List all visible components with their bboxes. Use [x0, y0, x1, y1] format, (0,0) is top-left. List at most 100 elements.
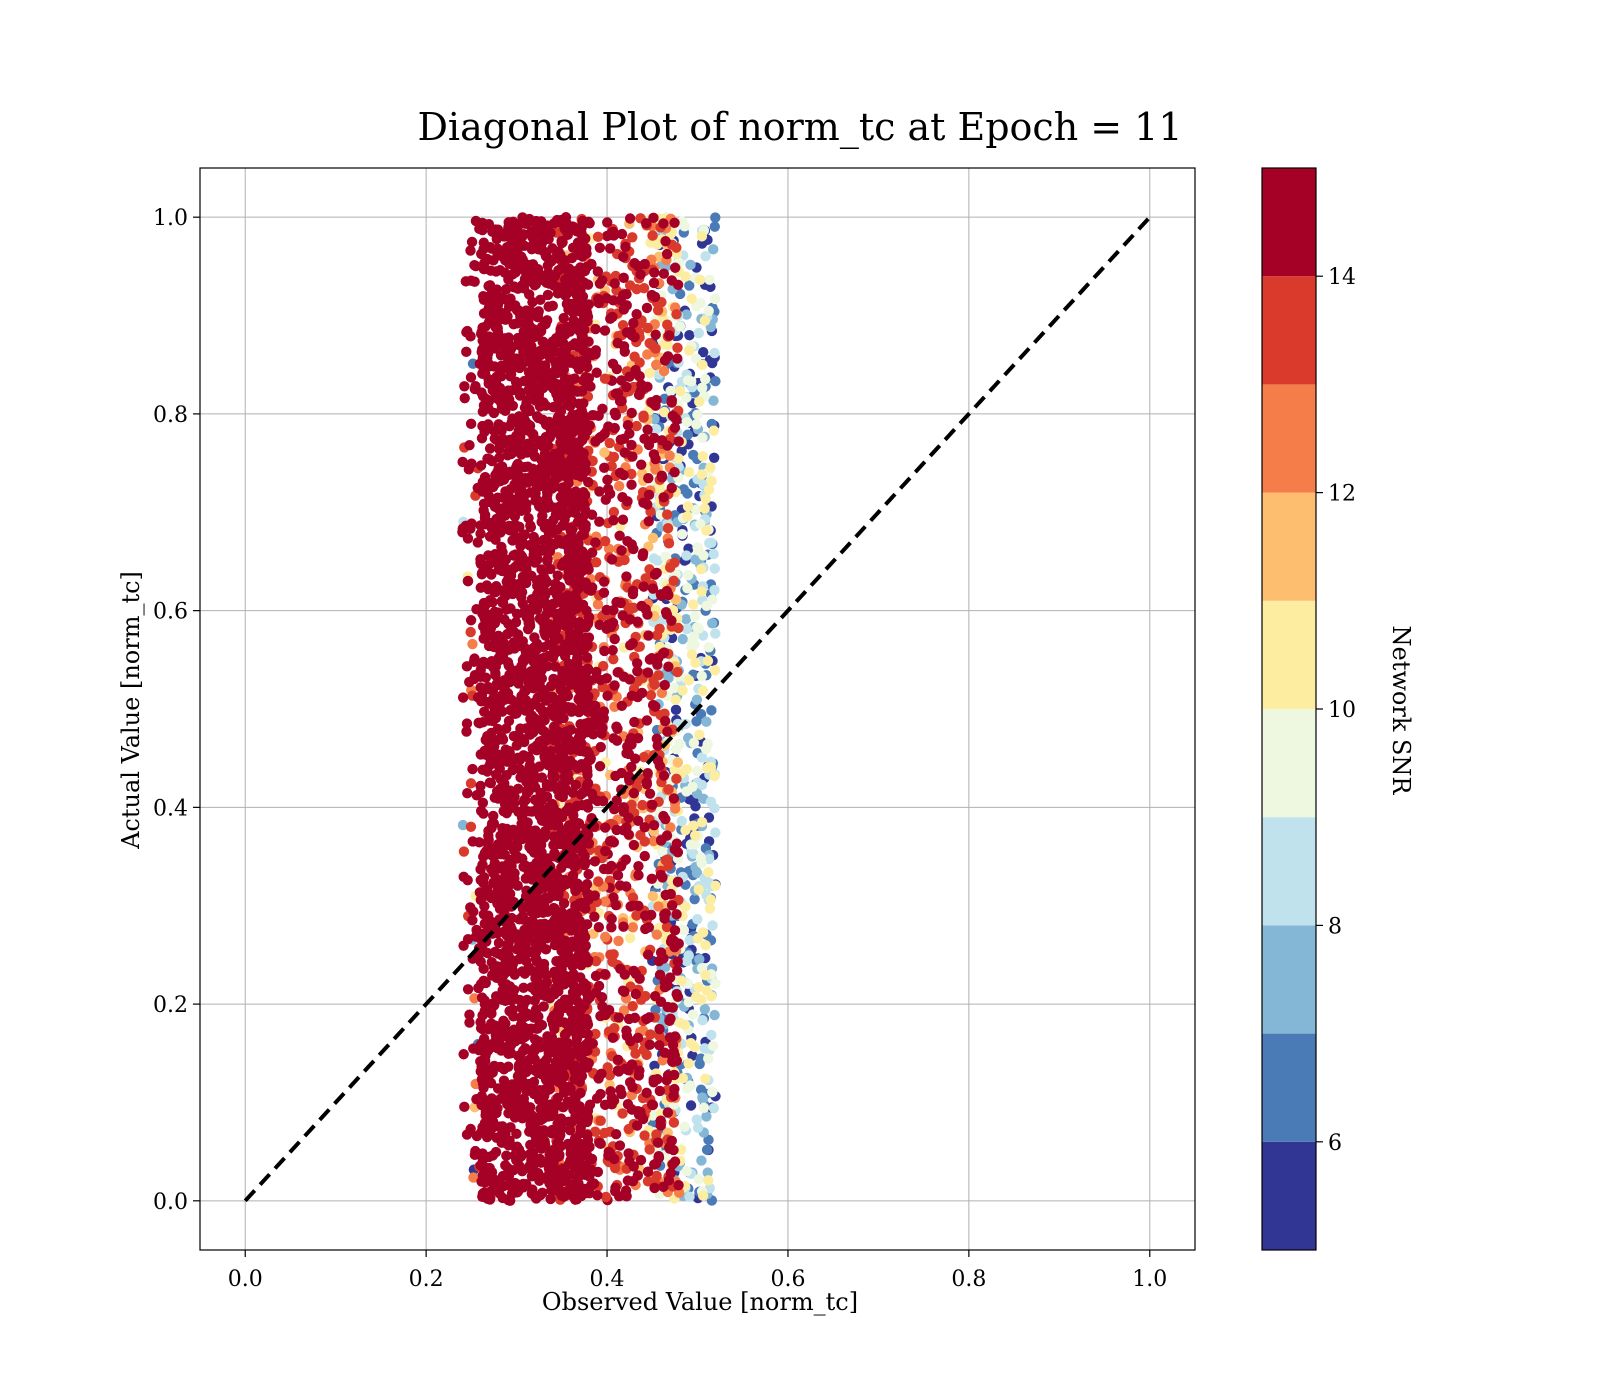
scatter-point [617, 1108, 628, 1119]
scatter-point [589, 1046, 601, 1057]
scatter-point [608, 506, 620, 518]
scatter-point [599, 645, 610, 657]
scatter-point [592, 1190, 603, 1201]
scatter-point [530, 477, 541, 488]
scatter-point [675, 1144, 687, 1155]
scatter-point [535, 788, 546, 800]
scatter-point [599, 447, 610, 458]
scatter-point [607, 956, 618, 968]
scatter-point [699, 315, 711, 327]
scatter-point [471, 1093, 482, 1105]
scatter-point [568, 424, 579, 436]
scatter-point [631, 910, 642, 921]
scatter-point [575, 1122, 586, 1133]
scatter-point [484, 443, 496, 454]
scatter-point [657, 846, 668, 858]
scatter-point [461, 346, 472, 358]
scatter-point [672, 342, 683, 354]
scatter-point [672, 956, 683, 967]
scatter-point [658, 268, 670, 279]
scatter-point [642, 322, 653, 334]
scatter-point [648, 1074, 660, 1086]
scatter-point [487, 715, 498, 727]
scatter-point [493, 419, 504, 430]
scatter-point [642, 424, 653, 435]
scatter-point [488, 1179, 500, 1191]
scatter-point [672, 876, 684, 888]
scatter-point [670, 594, 682, 606]
scatter-point [585, 754, 596, 765]
scatter-point [705, 462, 716, 473]
scatter-point [513, 783, 524, 794]
scatter-point [684, 345, 695, 356]
scatter-point [693, 327, 705, 339]
scatter-point [612, 1054, 624, 1066]
scatter-point [676, 815, 688, 827]
scatter-point [627, 1001, 638, 1012]
scatter-point [526, 806, 537, 817]
scatter-point [669, 217, 680, 229]
scatter-point [618, 806, 629, 818]
scatter-point [495, 774, 506, 785]
scatter-point [696, 752, 708, 763]
scatter-point [659, 1047, 670, 1058]
scatter-point [622, 741, 633, 752]
scatter-point [670, 743, 682, 755]
scatter-point [669, 682, 680, 694]
scatter-point [584, 1099, 596, 1110]
scatter-point [563, 263, 575, 274]
scatter-point [601, 604, 612, 616]
scatter-point [640, 218, 652, 229]
scatter-point [590, 955, 602, 967]
scatter-point [535, 294, 546, 306]
scatter-point [701, 1144, 713, 1156]
scatter-point [564, 1125, 576, 1136]
scatter-point [570, 941, 581, 952]
scatter-point [670, 694, 681, 706]
scatter-point [709, 221, 720, 232]
scatter-point [681, 956, 692, 967]
scatter-point [707, 244, 719, 255]
scatter-point [595, 1088, 606, 1100]
scatter-point [584, 1141, 595, 1153]
scatter-point [488, 255, 499, 266]
scatter-point [598, 587, 610, 598]
scatter-point [550, 725, 561, 736]
scatter-point [475, 780, 486, 792]
scatter-point [557, 1167, 568, 1179]
scatter-point [628, 317, 639, 329]
scatter-point [604, 243, 616, 254]
scatter-point [494, 365, 506, 376]
scatter-point [531, 892, 542, 904]
scatter-point [547, 770, 558, 782]
scatter-point [498, 1015, 509, 1027]
scatter-points [457, 212, 721, 1206]
scatter-point [662, 523, 674, 534]
scatter-point [600, 1191, 612, 1203]
scatter-point [574, 635, 585, 646]
scatter-point [525, 666, 537, 677]
scatter-point [478, 909, 490, 920]
scatter-point [670, 413, 681, 424]
scatter-point [605, 313, 616, 324]
scatter-point [541, 541, 552, 553]
scatter-point [628, 839, 640, 851]
scatter-point [554, 332, 565, 343]
scatter-point [477, 486, 488, 497]
scatter-point [708, 452, 720, 463]
scatter-point [464, 1009, 475, 1020]
scatter-point [669, 466, 680, 478]
scatter-point [672, 991, 684, 1002]
scatter-point [666, 482, 677, 494]
scatter-point [616, 700, 628, 712]
scatter-point [561, 379, 573, 390]
scatter-point [641, 715, 653, 726]
scatter-point [489, 792, 500, 803]
scatter-point [709, 563, 721, 574]
scatter-point [489, 617, 501, 629]
scatter-point [677, 633, 688, 645]
scatter-point [491, 1107, 502, 1119]
scatter-point [478, 963, 489, 975]
scatter-point [546, 1070, 558, 1081]
scatter-point [697, 432, 708, 443]
